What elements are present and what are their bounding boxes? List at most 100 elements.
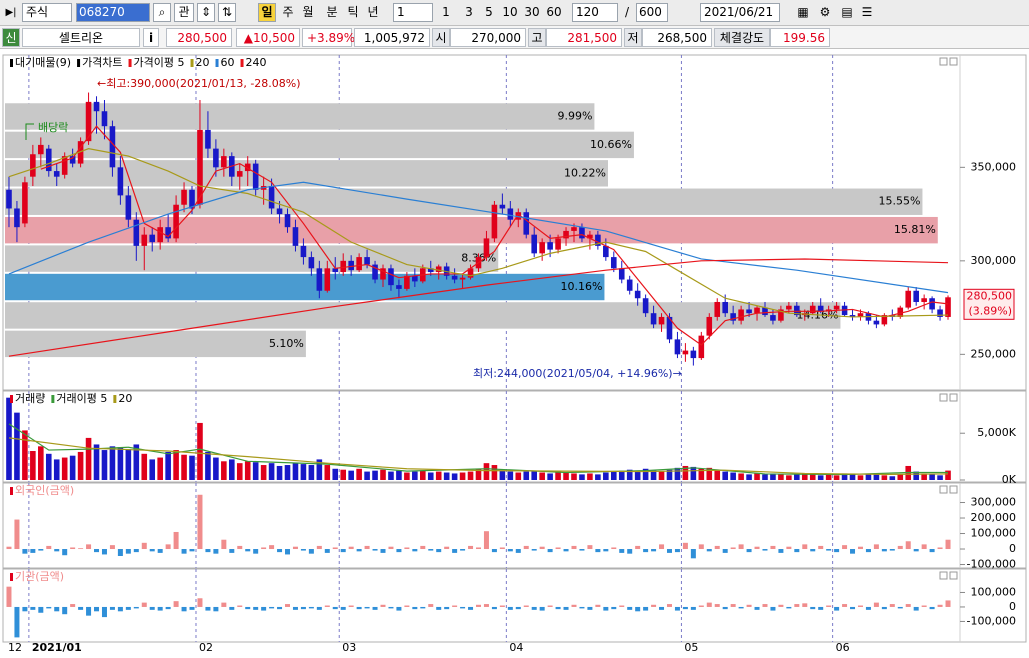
flow-bar <box>659 606 665 610</box>
quick-button[interactable]: 5 <box>485 5 493 19</box>
icon-button[interactable]: ▤ <box>841 5 853 19</box>
candle-body <box>881 315 888 325</box>
candle-body <box>531 234 538 254</box>
volume-bar <box>404 472 410 480</box>
period-button[interactable]: 월 <box>302 5 314 19</box>
icon-button[interactable]: ☰ <box>861 5 873 19</box>
flow-bar <box>937 604 943 607</box>
quick-button[interactable]: 30 <box>524 5 540 19</box>
profile-band <box>5 330 306 358</box>
candle-body <box>332 268 339 273</box>
flow-bar <box>324 549 330 553</box>
candle-body <box>762 307 768 316</box>
strength: 199.56 <box>770 28 830 47</box>
quick-button[interactable]: 1 <box>442 5 450 19</box>
flow-bar <box>348 546 354 550</box>
volume-bar <box>762 474 768 480</box>
candle-body <box>682 350 689 355</box>
flow-bar <box>619 605 625 607</box>
volume-bar <box>459 472 466 480</box>
search-button[interactable]: ⌕ <box>153 3 171 22</box>
watch-button[interactable]: 관 <box>174 3 194 22</box>
quick-button[interactable]: 60 <box>546 5 562 19</box>
volume-bar <box>380 469 386 480</box>
background-layer <box>2 54 1027 643</box>
flow-bar <box>109 606 115 610</box>
quick-button[interactable]: 10 <box>502 5 518 19</box>
volume-bar <box>682 465 689 480</box>
volume-bar <box>412 471 418 480</box>
date-select[interactable]: 2021/06/21 <box>700 3 780 22</box>
flow-bar <box>22 549 28 554</box>
flow-bar <box>189 549 195 552</box>
icon-button[interactable]: ⚙ <box>819 5 831 19</box>
volume-bar <box>45 453 52 480</box>
flow-bar <box>571 545 577 550</box>
flow-bar <box>245 606 251 610</box>
candle-body <box>905 290 912 308</box>
candle-body <box>364 257 370 265</box>
candle-body <box>53 171 60 177</box>
flow-bar <box>873 602 879 607</box>
info-button[interactable]: i <box>143 28 159 47</box>
flow-bar <box>364 545 370 550</box>
flow-bar <box>881 549 887 552</box>
flow-bar <box>237 545 243 550</box>
volume-bar <box>356 468 362 480</box>
market-select[interactable]: 주식 <box>22 3 72 22</box>
y-tick-label: 100,000 <box>971 585 1017 598</box>
flow-bar <box>850 549 856 554</box>
icon-button[interactable]: ▦ <box>797 5 809 19</box>
profile-band <box>5 131 634 159</box>
market-tag: 신 <box>2 28 20 47</box>
flow-bar <box>14 606 20 638</box>
x-tick-label: 06 <box>836 641 850 654</box>
period-button[interactable]: 분 <box>326 5 338 19</box>
candle-body <box>642 298 649 314</box>
price-tag <box>963 288 1015 320</box>
period-button[interactable]: 주 <box>282 5 294 19</box>
legend-marker <box>113 395 117 403</box>
flow-bar <box>714 604 720 607</box>
icon-button[interactable]: ⇅ <box>218 3 236 22</box>
y-tick-label: -100,000 <box>967 614 1016 627</box>
period-button[interactable]: 일 <box>258 3 276 22</box>
flow-bar <box>690 606 696 610</box>
flow-bar <box>125 549 131 554</box>
flow-bar <box>786 546 792 550</box>
flow-bar <box>818 606 824 610</box>
icon-button[interactable]: ⇕ <box>197 3 215 22</box>
volume-bar <box>881 475 888 480</box>
flow-bar <box>197 598 203 607</box>
volume-bar <box>6 397 12 480</box>
volume-bar <box>897 474 904 480</box>
flow-bar <box>635 606 641 612</box>
flow-bar <box>865 606 871 610</box>
total-input[interactable]: 600 <box>636 3 668 22</box>
flow-bar <box>611 606 617 610</box>
volume-bar <box>181 454 187 480</box>
change-rate: +3.89% <box>302 28 355 47</box>
candle-body <box>149 234 156 243</box>
flow-bar <box>173 531 179 550</box>
code-input[interactable]: 068270 <box>76 3 150 22</box>
count-input[interactable]: 120 <box>572 3 618 22</box>
average-line <box>40 125 949 346</box>
candle-body <box>308 257 315 269</box>
panel-button <box>939 571 948 580</box>
candle-body <box>666 316 673 340</box>
period-button[interactable]: 년 <box>367 5 379 19</box>
toolbar-icon[interactable]: ▶| <box>5 7 17 18</box>
flow-bar <box>722 549 728 553</box>
period-button[interactable]: 틱 <box>347 5 359 19</box>
candle-body <box>809 305 816 314</box>
quick-button[interactable]: 3 <box>465 5 473 19</box>
candle-body <box>873 320 880 325</box>
average-line <box>8 423 949 476</box>
flow-bar <box>682 606 688 610</box>
volume-bar <box>857 475 864 480</box>
flow-bar <box>125 606 131 610</box>
panel-button <box>939 393 948 402</box>
interval-select[interactable]: 1 <box>393 3 433 22</box>
